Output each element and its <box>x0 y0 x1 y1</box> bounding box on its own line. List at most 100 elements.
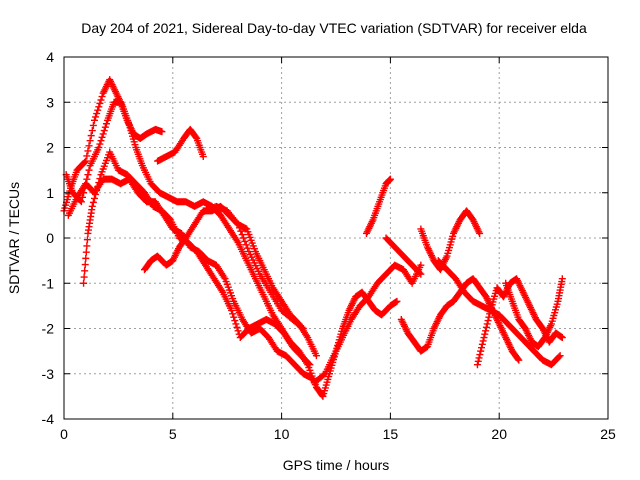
data-point <box>241 237 249 245</box>
data-point <box>97 137 105 145</box>
data-point <box>93 110 101 118</box>
data-point <box>84 171 92 179</box>
series-5 <box>154 125 207 165</box>
data-point <box>92 190 100 198</box>
data-point <box>88 202 96 210</box>
data-point <box>83 242 91 250</box>
y-tick-label: 0 <box>46 230 54 246</box>
data-point <box>242 241 250 249</box>
series-12 <box>434 257 564 369</box>
series-14 <box>502 275 566 351</box>
data-point <box>97 96 105 104</box>
data-point <box>82 248 90 256</box>
data-point <box>299 325 307 332</box>
data-point <box>515 356 523 364</box>
axis-ticks <box>63 56 609 420</box>
data-point <box>77 198 85 206</box>
y-tick-label: 4 <box>46 49 54 65</box>
data-point <box>234 220 242 228</box>
data-point <box>474 357 482 365</box>
data-point <box>95 179 103 187</box>
data-point <box>233 323 241 331</box>
data-point <box>485 313 493 321</box>
series-9 <box>382 234 425 278</box>
data-point <box>556 352 564 360</box>
data-point <box>80 279 88 287</box>
data-point <box>88 127 96 135</box>
data-point <box>80 273 88 281</box>
data-point <box>240 234 248 242</box>
data-point <box>237 227 245 235</box>
data-point <box>386 175 394 183</box>
data-point <box>192 133 200 141</box>
data-point <box>244 244 252 252</box>
data-point <box>199 153 207 161</box>
data-point <box>393 297 401 305</box>
data-point <box>94 183 102 191</box>
data-point <box>305 360 313 368</box>
data-point <box>95 103 103 111</box>
data-point <box>86 137 94 145</box>
x-axis-label: GPS time / hours <box>283 457 390 473</box>
data-point <box>81 261 89 269</box>
data-point <box>416 269 424 277</box>
data-point <box>482 327 490 335</box>
data-point <box>298 323 306 331</box>
y-tick-label: 2 <box>46 140 54 156</box>
data-point <box>312 352 320 360</box>
data-point <box>90 116 98 124</box>
data-point <box>484 317 492 325</box>
data-point <box>101 123 109 131</box>
x-tick-label: 15 <box>383 426 399 442</box>
chart-title: Day 204 of 2021, Sidereal Day-to-day VTE… <box>81 20 587 36</box>
data-point <box>306 361 314 369</box>
data-point <box>476 229 484 237</box>
data-point <box>84 147 92 155</box>
series-13 <box>473 275 566 369</box>
series-7 <box>310 261 425 387</box>
data-point <box>83 152 91 160</box>
series-6 <box>201 202 307 332</box>
data-point <box>238 231 246 239</box>
data-point <box>308 374 316 382</box>
data-point <box>99 130 107 138</box>
data-point <box>482 323 490 331</box>
data-point <box>83 236 91 244</box>
y-tick-labels: -4 -3 -2 -1 0 1 2 3 4 <box>42 49 55 427</box>
data-point <box>81 267 89 275</box>
data-point <box>82 254 90 262</box>
data-point <box>235 224 243 232</box>
data-point <box>232 320 240 328</box>
data-point <box>555 353 563 361</box>
data-point <box>92 113 100 121</box>
data-point <box>417 261 425 269</box>
data-point <box>230 313 238 321</box>
data-point <box>231 317 239 325</box>
data-point <box>90 194 98 202</box>
data-point <box>95 144 103 151</box>
grid-lines <box>64 57 608 419</box>
data-point <box>85 166 93 174</box>
data-markers <box>60 76 566 400</box>
y-tick-label: 3 <box>46 94 54 110</box>
data-point <box>558 275 566 283</box>
data-point <box>486 310 494 318</box>
data-point <box>100 127 108 135</box>
data-point <box>89 121 97 129</box>
data-point <box>228 306 236 314</box>
data-point <box>475 354 483 362</box>
data-point <box>473 361 481 369</box>
data-point <box>514 355 522 363</box>
x-tick-label: 25 <box>600 426 616 442</box>
y-tick-label: -4 <box>42 411 55 427</box>
data-point <box>481 330 489 338</box>
data-point <box>476 351 484 359</box>
data-point <box>81 158 89 166</box>
y-tick-label: 1 <box>46 185 54 201</box>
series-8 <box>362 175 394 237</box>
data-point <box>96 175 104 183</box>
data-point <box>96 140 104 148</box>
y-tick-label: -3 <box>42 366 55 382</box>
